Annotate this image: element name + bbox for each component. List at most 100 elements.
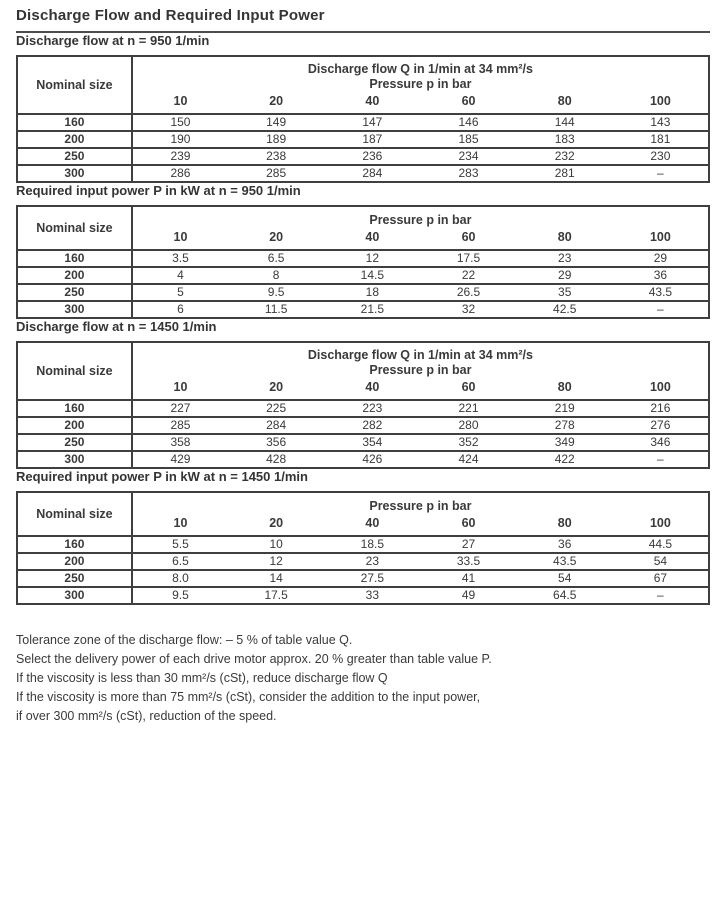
nominal-size-cell: 160	[17, 250, 133, 267]
table-row: 200 190 189 187 185 183 181	[17, 131, 709, 148]
pressure-col-header: 20	[269, 230, 284, 244]
value-cell: 3.5	[172, 251, 189, 265]
note-line: If the viscosity is less than 30 mm²/s (…	[16, 671, 388, 685]
pressure-col-header: 100	[649, 516, 671, 530]
value-cell: 284	[266, 418, 287, 432]
value-cell: 187	[362, 132, 383, 146]
section-title-power-950: Required input power P in kW at n = 950 …	[16, 183, 301, 198]
value-cell: 189	[266, 132, 287, 146]
nominal-size-cell: 160	[17, 536, 133, 553]
value-cell: 143	[650, 115, 671, 129]
value-cell: –	[657, 166, 664, 180]
value-cell: 12	[365, 251, 379, 265]
value-cell: 147	[362, 115, 383, 129]
value-cell: 17.5	[264, 588, 288, 602]
data-table-power-1450: Nominal size Pressure p in bar 10 20 40 …	[16, 491, 710, 605]
table-row: 200 4 8 14.5 22 29 36	[17, 267, 709, 284]
data-table-flow-1450: Nominal size Discharge flow Q in 1/min a…	[16, 341, 710, 469]
value-cell: 232	[554, 149, 575, 163]
note-line: Tolerance zone of the discharge flow: – …	[16, 633, 353, 647]
pressure-col-header: 40	[365, 94, 380, 108]
pressure-group-header: Pressure p in bar	[132, 492, 709, 514]
pressure-col-header: 40	[365, 516, 380, 530]
value-cell: 278	[554, 418, 575, 432]
nominal-size-header: Nominal size	[17, 56, 133, 114]
value-cell: 9.5	[172, 588, 189, 602]
value-cell: 422	[554, 452, 575, 466]
value-cell: 5.5	[172, 537, 189, 551]
pressure-col-header: 80	[557, 94, 572, 108]
data-table-power-950: Nominal size Pressure p in bar 10 20 40 …	[16, 205, 710, 319]
value-cell: 285	[266, 166, 287, 180]
table-row: 200 6.5 12 23 33.5 43.5 54	[17, 553, 709, 570]
value-cell: 35	[558, 285, 572, 299]
value-cell: 356	[266, 435, 287, 449]
nominal-size-cell: 300	[17, 165, 133, 182]
value-cell: –	[657, 452, 664, 466]
table-row: 300 429 428 426 424 422 –	[17, 451, 709, 468]
value-cell: –	[657, 588, 664, 602]
value-cell: 5	[177, 285, 184, 299]
value-cell: 219	[554, 401, 575, 415]
nominal-size-cell: 200	[17, 131, 133, 148]
value-cell: 18.5	[360, 537, 384, 551]
value-cell: 42.5	[553, 302, 577, 316]
value-cell: 234	[458, 149, 479, 163]
nominal-size-cell: 160	[17, 114, 133, 131]
pressure-col-header: 60	[461, 230, 476, 244]
group-header-line: Pressure p in bar	[369, 77, 472, 91]
value-cell: 190	[170, 132, 191, 146]
value-cell: 149	[266, 115, 287, 129]
value-cell: 424	[458, 452, 479, 466]
value-cell: 43.5	[648, 285, 673, 299]
value-cell: 27	[461, 537, 476, 551]
value-cell: 428	[266, 452, 287, 466]
value-cell: 23	[365, 554, 379, 568]
value-cell: 32	[461, 302, 476, 316]
pressure-col-header: 10	[173, 380, 188, 394]
value-cell: 225	[266, 401, 287, 415]
value-cell: 36	[653, 268, 668, 282]
data-table-flow-950: Nominal size Discharge flow Q in 1/min a…	[16, 55, 710, 183]
nominal-size-cell: 250	[17, 284, 133, 301]
pressure-col-header: 80	[557, 516, 572, 530]
pressure-group-header: Pressure p in bar	[132, 206, 709, 228]
value-cell: 280	[458, 418, 479, 432]
pressure-col-header: 60	[461, 94, 476, 108]
value-cell: 54	[653, 554, 668, 568]
value-cell: 33.5	[456, 554, 481, 568]
value-cell: 146	[458, 115, 479, 129]
value-cell: 27.5	[360, 571, 384, 585]
value-cell: 10	[269, 537, 283, 551]
nominal-size-cell: 250	[17, 570, 133, 587]
nominal-size-cell: 250	[17, 148, 133, 165]
value-cell: 285	[170, 418, 191, 432]
pressure-col-header: 80	[557, 380, 572, 394]
pressure-col-header: 100	[649, 230, 671, 244]
pressure-col-header: 80	[557, 230, 572, 244]
note-line: if over 300 mm²/s (cSt), reduction of th…	[16, 709, 277, 723]
value-cell: 23	[558, 251, 572, 265]
pressure-group-header: Discharge flow Q in 1/min at 34 mm²/s Pr…	[132, 56, 709, 92]
value-cell: 26.5	[456, 285, 481, 299]
nominal-size-cell: 300	[17, 451, 133, 468]
pressure-col-header: 100	[649, 94, 671, 108]
pressure-col-header: 10	[173, 94, 188, 108]
value-cell: 14.5	[360, 268, 384, 282]
table-row: 200 285 284 282 280 278 276	[17, 417, 709, 434]
value-cell: 12	[269, 554, 283, 568]
table-row: 300 6 11.5 21.5 32 42.5 –	[17, 301, 709, 318]
value-cell: 49	[461, 588, 476, 602]
group-header-line: Discharge flow Q in 1/min at 34 mm²/s	[307, 62, 533, 76]
value-cell: 8	[272, 268, 280, 282]
note-line: Select the delivery power of each drive …	[16, 652, 492, 666]
table-row: 250 358 356 354 352 349 346	[17, 434, 709, 451]
value-cell: 358	[170, 435, 191, 449]
value-cell: 29	[653, 251, 668, 265]
nominal-size-header: Nominal size	[17, 492, 133, 536]
note-line: If the viscosity is more than 75 mm²/s (…	[16, 690, 481, 704]
section-title-flow-950: Discharge flow at n = 950 1/min	[16, 33, 210, 48]
nominal-size-cell: 200	[17, 417, 133, 434]
group-header-line: Pressure p in bar	[369, 213, 472, 227]
value-cell: 6	[177, 302, 184, 316]
